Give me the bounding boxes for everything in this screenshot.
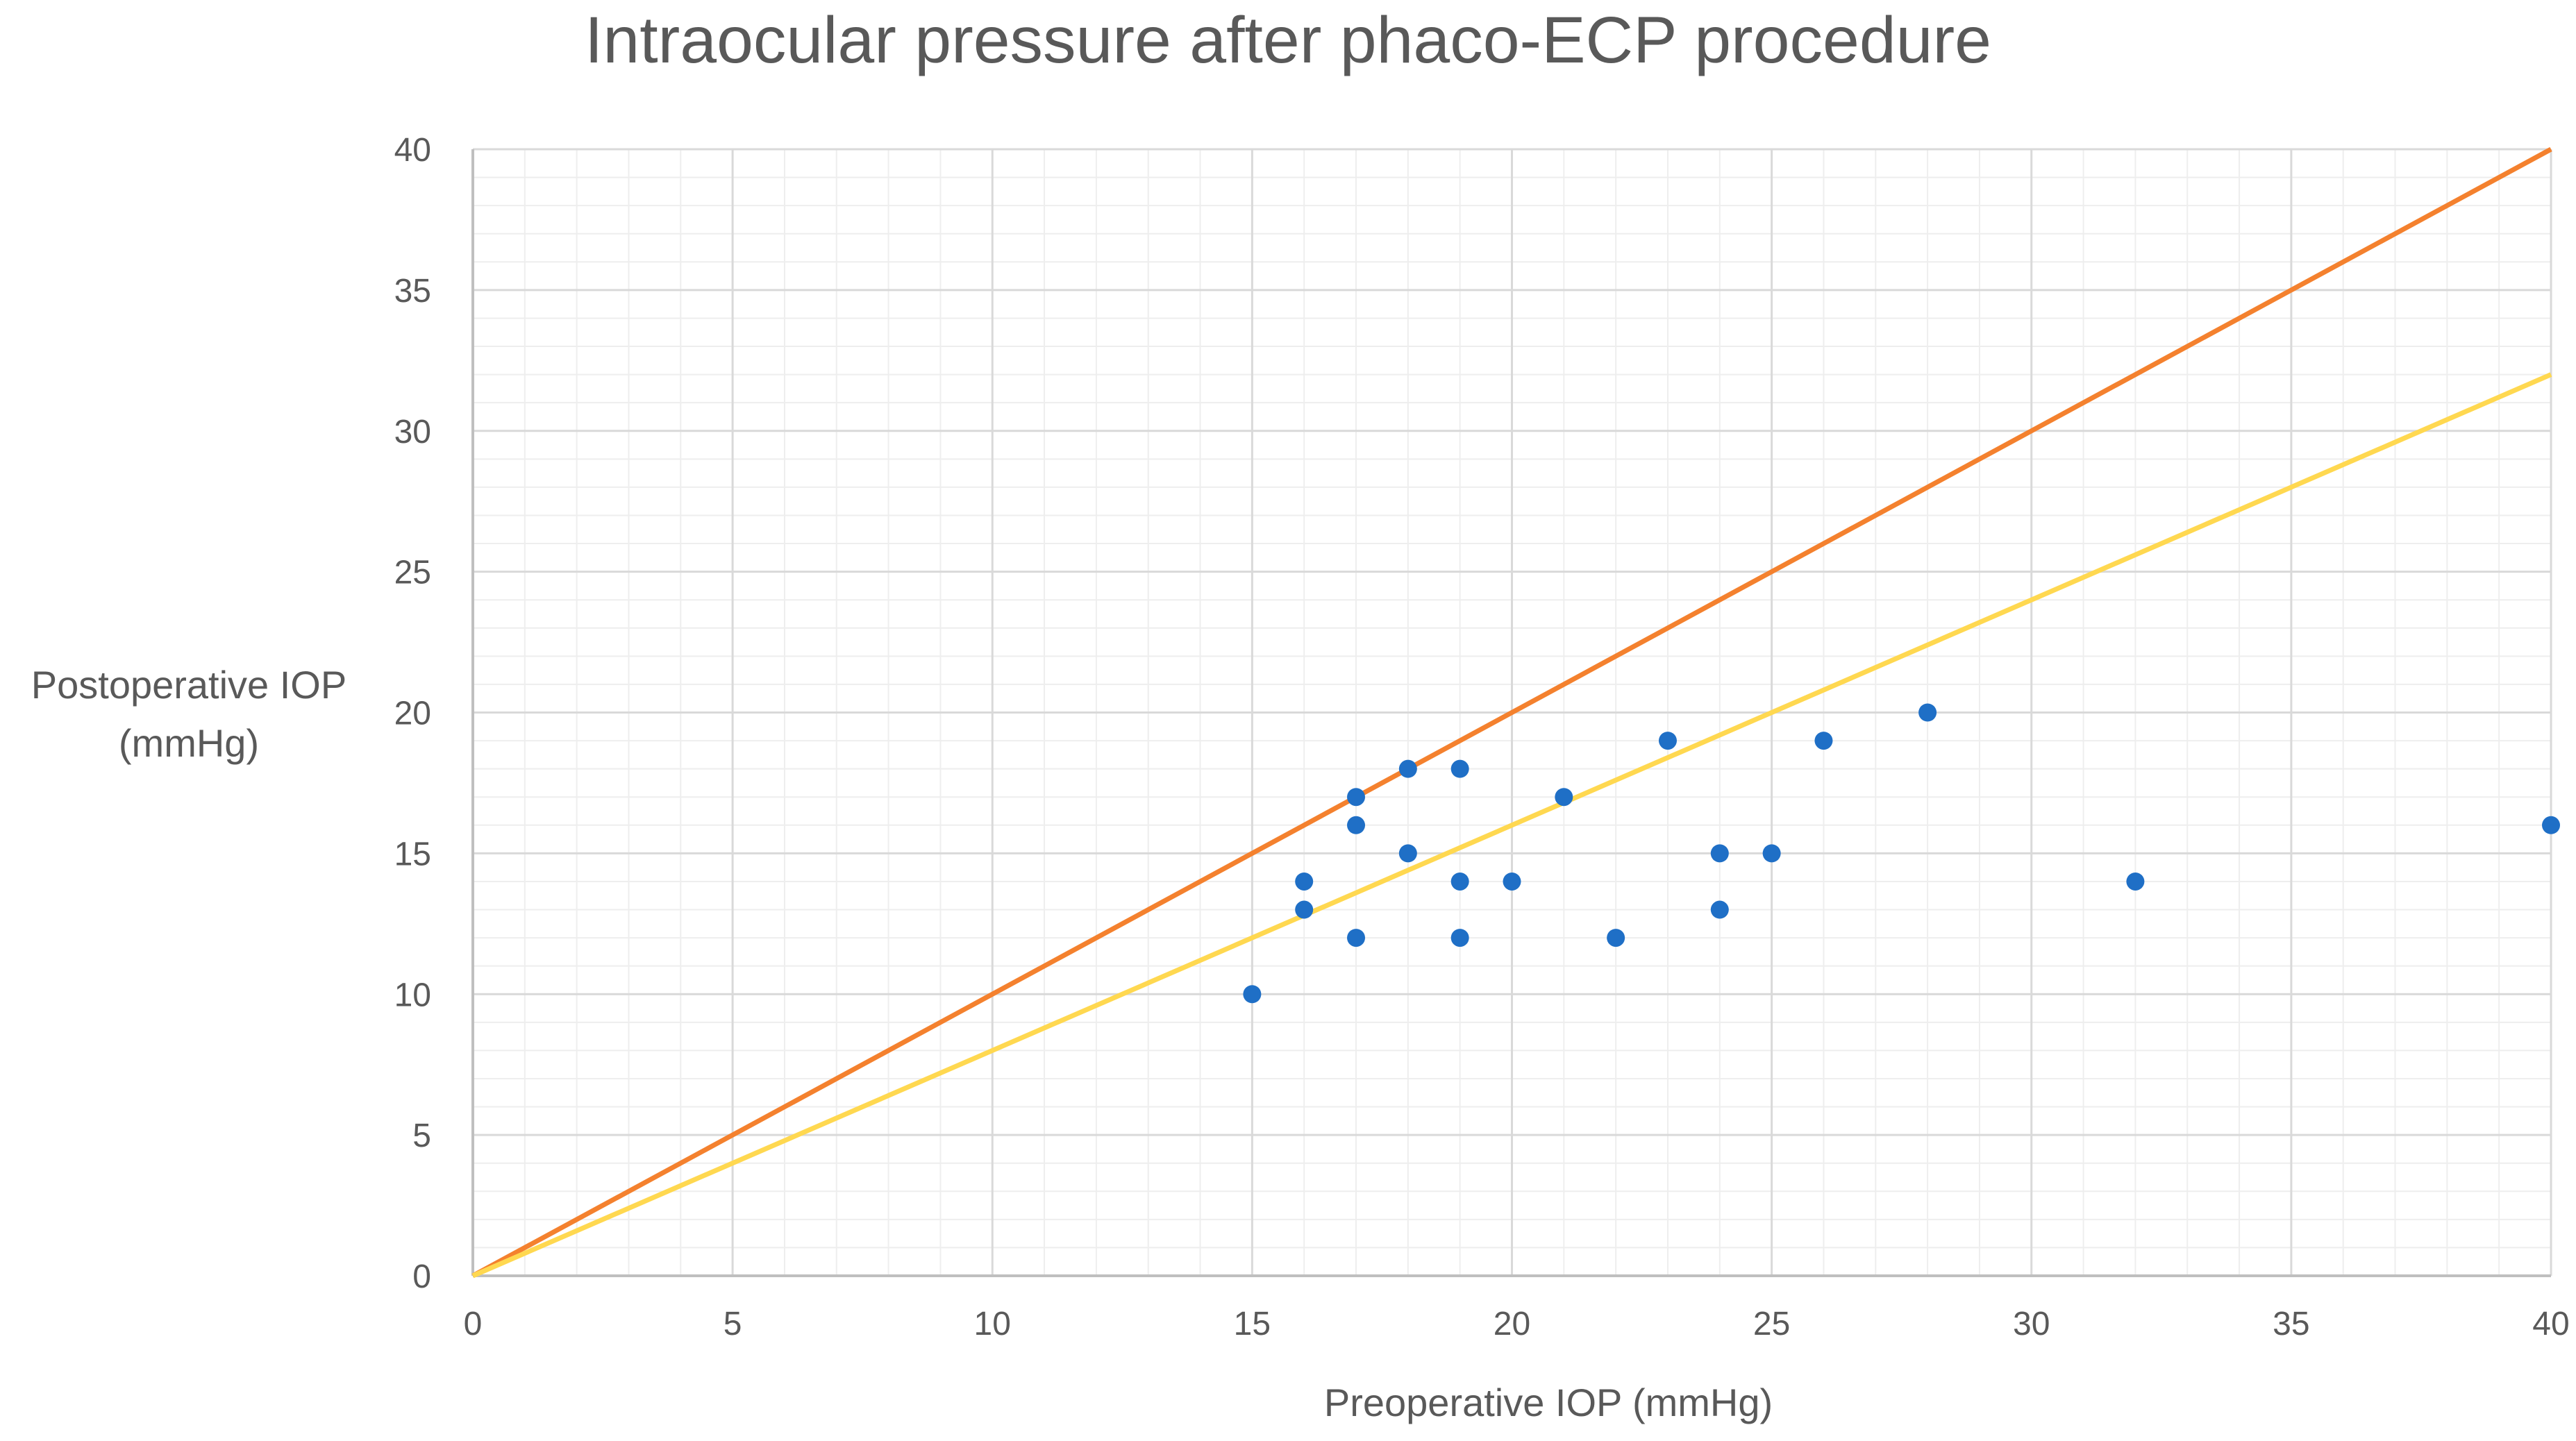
x-tick-label: 0: [464, 1306, 483, 1342]
y-axis-label-line-2: (mmHg): [119, 721, 259, 765]
data-point: [1243, 985, 1262, 1004]
x-axis-ticks: 0 5 10 15 20 25 30 35 40: [464, 1306, 2570, 1342]
reference-line-2: [471, 372, 2552, 1279]
data-point: [1347, 788, 1366, 807]
x-tick-label: 20: [1494, 1306, 1530, 1342]
data-point: [1398, 759, 1417, 778]
plot-axes: [471, 149, 2551, 1277]
data-points: [1243, 703, 2560, 1004]
data-point: [1450, 759, 1469, 778]
y-tick-label: 25: [394, 555, 431, 591]
x-tick-label: 30: [2013, 1306, 2050, 1342]
data-point: [1555, 788, 1573, 807]
data-point: [1295, 872, 1314, 891]
x-tick-label: 35: [2273, 1306, 2309, 1342]
y-tick-label: 30: [394, 414, 431, 450]
x-tick-label: 40: [2532, 1306, 2569, 1342]
reference-lines: [471, 146, 2552, 1279]
data-point: [2542, 816, 2560, 834]
y-tick-label: 20: [394, 696, 431, 732]
x-tick-label: 10: [974, 1306, 1011, 1342]
data-point: [1398, 844, 1417, 863]
data-point: [1918, 703, 1937, 722]
data-point: [1347, 816, 1366, 834]
x-tick-label: 5: [724, 1306, 742, 1342]
reference-line-1: [471, 146, 2552, 1279]
x-tick-label: 25: [1753, 1306, 1790, 1342]
data-point: [1295, 900, 1314, 919]
y-tick-label: 0: [412, 1258, 431, 1295]
data-point: [1814, 732, 1833, 750]
chart-title: Intraocular pressure after phaco-ECP pro…: [585, 3, 1991, 77]
data-point: [1503, 872, 1521, 891]
x-tick-label: 15: [1234, 1306, 1271, 1342]
data-point: [1450, 872, 1469, 891]
y-axis-ticks: 0 5 10 15 20 25 30 35 40: [394, 132, 431, 1295]
y-tick-label: 40: [394, 132, 431, 169]
data-point: [1762, 844, 1781, 863]
data-point: [2126, 872, 2145, 891]
data-point: [1658, 732, 1677, 750]
y-tick-label: 10: [394, 977, 431, 1013]
data-point: [1607, 929, 1625, 947]
y-axis-label-line-1: Postoperative IOP: [31, 663, 346, 707]
data-point: [1347, 929, 1366, 947]
data-point: [1710, 844, 1729, 863]
data-point: [1710, 900, 1729, 919]
data-point: [1450, 929, 1469, 947]
y-tick-label: 15: [394, 836, 431, 873]
y-tick-label: 35: [394, 273, 431, 310]
x-axis-label: Preoperative IOP (mmHg): [1324, 1381, 1773, 1424]
y-tick-label: 5: [412, 1118, 431, 1154]
